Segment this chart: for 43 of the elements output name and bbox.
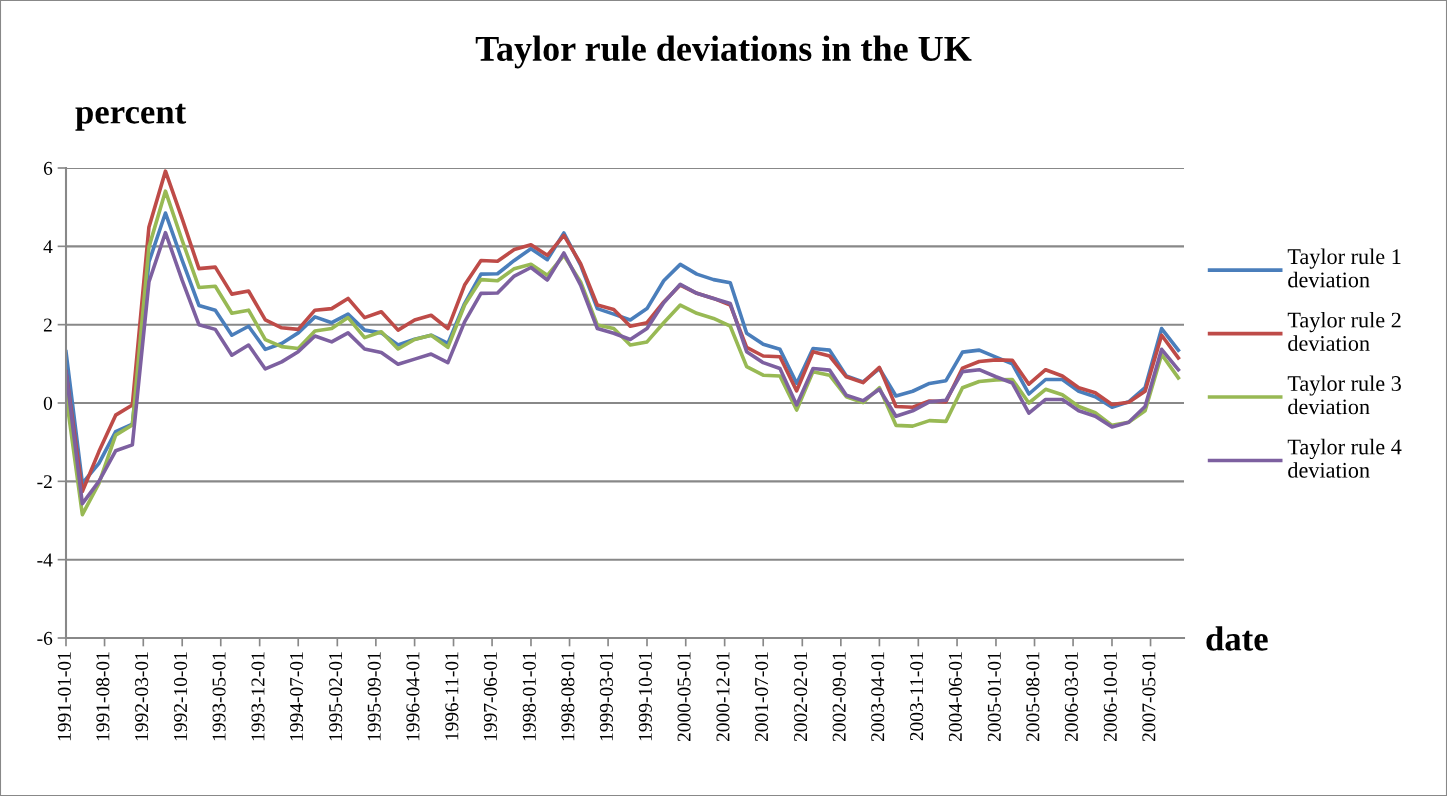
x-tick-label: 2002-09-01 [832, 652, 846, 742]
x-tick-label: 1996-11-01 [445, 652, 459, 740]
x-tick-label: 1999-10-01 [638, 652, 652, 741]
x-tick-label: 2003-11-01 [910, 652, 924, 741]
x-tick-label: 1995-09-01 [367, 652, 381, 741]
x-tick-label: 1996-04-01 [406, 652, 420, 741]
chart-title: Taylor rule deviations in the UK [475, 35, 972, 69]
x-tick-label: 2005-08-01 [1026, 652, 1040, 742]
legend-label: Taylor rule 2 deviation [1287, 311, 1401, 351]
x-tick-label: 2001-07-01 [754, 652, 769, 742]
x-tick-label: 2003-04-01 [871, 652, 885, 742]
y-tick-label: -2 [37, 475, 52, 489]
y-tick-label: -6 [37, 631, 53, 645]
x-tick-label: 1995-02-01 [329, 652, 343, 741]
y-axis-title: percent [75, 103, 187, 131]
y-tick-label: 4 [43, 240, 53, 254]
x-tick-label: 1991-08-01 [96, 652, 110, 741]
x-tick-label: 2005-01-01 [987, 652, 1001, 742]
y-tick-label: 6 [43, 161, 53, 175]
legend-label: Taylor rule 3 deviation [1287, 375, 1401, 415]
x-tick-label: 2006-10-01 [1103, 652, 1117, 742]
x-tick-label: 1998-08-01 [561, 652, 575, 741]
legend-label: Taylor rule 4 deviation [1287, 438, 1402, 478]
x-axis-title: date [1206, 626, 1268, 651]
y-tick-label: -4 [37, 553, 53, 567]
x-tick-label: 1992-10-01 [173, 652, 188, 741]
x-tick-label: 1998-01-01 [522, 652, 536, 741]
x-tick-label: 2007-05-01 [1142, 652, 1156, 742]
x-tick-label: 1992-03-01 [135, 652, 149, 741]
x-tick-label: 2004-06-01 [948, 652, 962, 742]
x-tick-label: 2002-02-01 [794, 652, 808, 742]
x-tick-label: 1999-03-01 [599, 652, 613, 741]
x-tick-label: 2000-05-01 [677, 652, 691, 742]
x-tick-label: 2006-03-01 [1064, 652, 1078, 742]
x-tick-label: 1991-01-01 [57, 652, 71, 741]
x-tick-label: 1993-05-01 [212, 652, 226, 741]
y-tick-label: 2 [43, 318, 52, 332]
x-tick-label: 1997-06-01 [483, 652, 497, 741]
legend-label: Taylor rule 1 deviation [1287, 248, 1401, 288]
x-tick-label: 1994-07-01 [289, 652, 304, 741]
x-tick-label: 1993-12-01 [251, 652, 265, 741]
x-tick-label: 2000-12-01 [716, 652, 730, 742]
y-tick-label: 0 [43, 396, 53, 410]
